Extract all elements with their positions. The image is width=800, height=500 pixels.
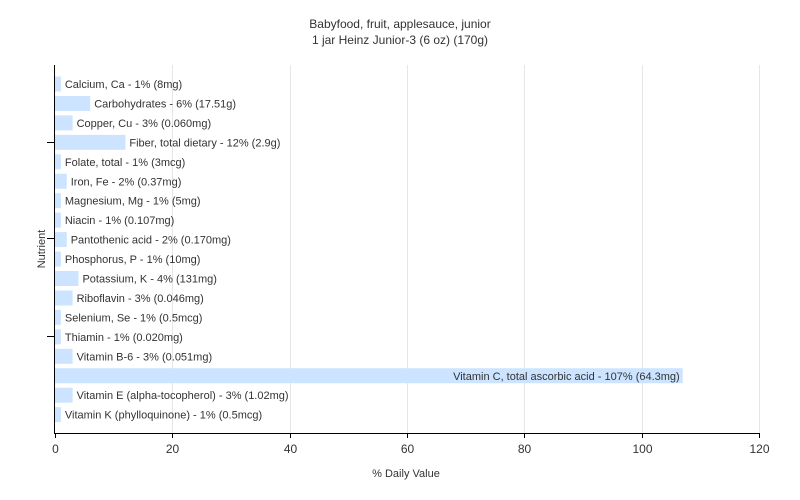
x-tick-label: 80 [518,442,532,456]
bar [55,154,61,170]
bar [55,290,73,306]
chart-subtitle: 1 jar Heinz Junior-3 (6 oz) (170g) [312,33,488,47]
bar-label: Iron, Fe - 2% (0.37mg) [71,176,182,188]
chart-title: Babyfood, fruit, applesauce, junior [309,17,490,31]
bar-label: Pantothenic acid - 2% (0.170mg) [71,235,231,247]
bar-label: Potassium, K - 4% (131mg) [82,274,217,286]
x-ticks: 0 20 40 60 80 100 120 [52,433,770,456]
x-axis-label: % Daily Value [372,468,440,480]
bar [55,95,91,111]
bar-label: Carbohydrates - 6% (17.51g) [94,98,236,110]
x-tick-label: 40 [284,442,298,456]
x-tick-label: 20 [166,442,180,456]
bar [55,329,61,345]
bar [55,173,67,189]
bar [55,407,61,423]
bar [55,212,61,228]
x-tick-label: 60 [401,442,415,456]
bar-label: Niacin - 1% (0.107mg) [65,215,174,227]
bar-label: Riboflavin - 3% (0.046mg) [77,293,204,305]
bar-label: Phosphorus, P - 1% (10mg) [65,254,201,266]
bar [55,76,61,92]
x-tick-label: 0 [52,442,59,456]
bar [55,251,61,267]
bar-label: Selenium, Se - 1% (0.5mcg) [65,312,203,324]
bar [55,368,683,384]
bars: Calcium, Ca - 1% (8mg) Carbohydrates - 6%… [55,76,683,423]
bar [55,387,73,403]
bar-label: Vitamin K (phylloquinone) - 1% (0.5mcg) [65,410,262,422]
bar [55,309,61,325]
bar-label: Vitamin B-6 - 3% (0.051mg) [77,351,213,363]
x-tick-label: 120 [749,442,769,456]
bar [55,134,126,150]
bar-label: Vitamin E (alpha-tocopherol) - 3% (1.02m… [77,390,289,402]
bar-label: Calcium, Ca - 1% (8mg) [65,79,182,91]
bar-label: Thiamin - 1% (0.020mg) [65,332,183,344]
bar [55,115,73,131]
bar [55,348,73,364]
x-tick-label: 100 [632,442,652,456]
bar-label: Magnesium, Mg - 1% (5mg) [65,196,201,208]
bar-label: Vitamin C, total ascorbic acid - 107% (6… [453,371,680,383]
bar [55,271,79,286]
bar [55,193,61,209]
bar-label: Fiber, total dietary - 12% (2.9g) [129,137,280,149]
bar-label: Folate, total - 1% (3mcg) [65,157,185,169]
y-axis-label: Nutrient [36,230,48,269]
bar-label: Copper, Cu - 3% (0.060mg) [77,118,212,130]
axes [54,65,759,434]
bar [55,232,67,248]
